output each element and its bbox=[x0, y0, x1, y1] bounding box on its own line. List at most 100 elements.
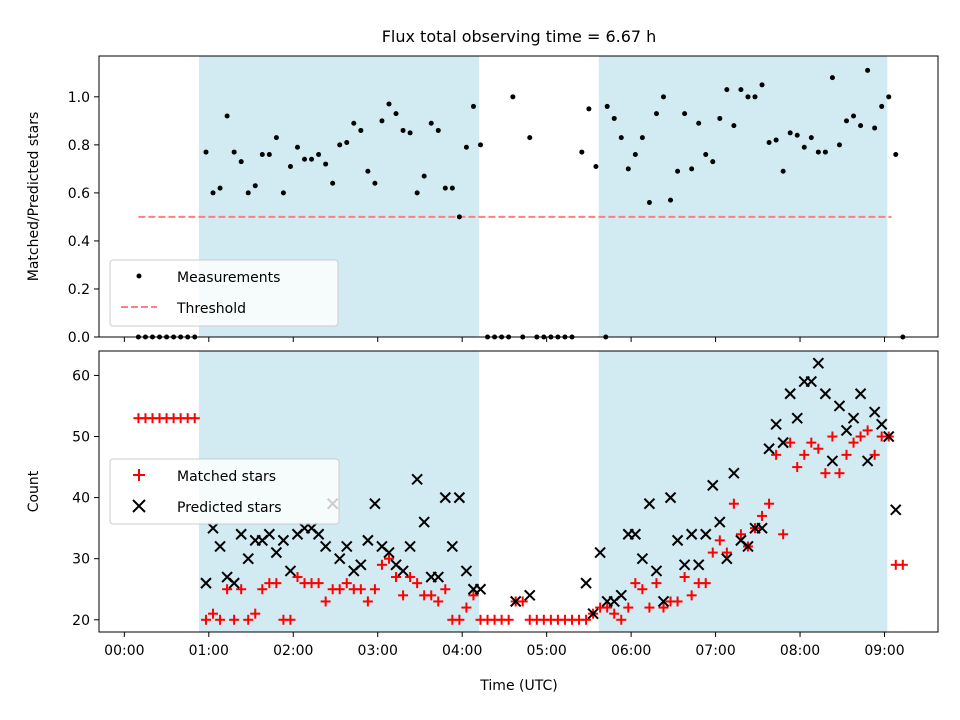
measurement-point bbox=[266, 151, 272, 157]
predicted-mark-b bbox=[383, 546, 395, 559]
predicted-star-point bbox=[509, 595, 522, 608]
legend-matched-marker bbox=[133, 469, 145, 481]
predicted-mark-b bbox=[277, 534, 290, 547]
measurement-point bbox=[210, 190, 216, 196]
predicted-mark-b bbox=[334, 552, 346, 565]
measurement-point bbox=[710, 159, 716, 165]
predicted-mark-b bbox=[376, 540, 388, 553]
measurement-point bbox=[851, 113, 857, 119]
predicted-star-point bbox=[228, 577, 240, 589]
x-tick-label: 09:00 bbox=[864, 643, 904, 659]
predicted-star-point bbox=[615, 589, 627, 602]
predicted-star-point bbox=[355, 559, 367, 571]
measurement-point bbox=[527, 135, 533, 141]
predicted-star-point bbox=[805, 375, 818, 388]
matched-star-markers bbox=[133, 413, 908, 625]
predicted-star-point bbox=[439, 491, 452, 504]
predicted-mark-b bbox=[446, 540, 459, 553]
measurement-point bbox=[477, 142, 483, 148]
matched-star-point bbox=[799, 449, 810, 460]
measurement-point bbox=[579, 149, 585, 155]
matched-star-point bbox=[285, 614, 296, 625]
predicted-star-point bbox=[700, 528, 712, 540]
measurement-point bbox=[759, 82, 765, 88]
predicted-star-point bbox=[594, 546, 606, 559]
y-tick-label: 0.0 bbox=[68, 330, 90, 346]
measurement-points bbox=[135, 67, 906, 340]
measurement-point bbox=[400, 127, 406, 133]
measurement-point bbox=[203, 149, 209, 155]
matched-star-point bbox=[820, 468, 831, 479]
predicted-mark-b bbox=[369, 498, 381, 510]
predicted-star-point bbox=[277, 534, 290, 547]
predicted-mark-b bbox=[707, 479, 719, 492]
measurement-point bbox=[259, 151, 265, 157]
x-tick-label: 04:00 bbox=[442, 643, 482, 659]
measurement-point bbox=[245, 190, 251, 196]
predicted-star-point bbox=[643, 498, 656, 510]
x-tick-label: 01:00 bbox=[189, 643, 229, 659]
predicted-mark-b bbox=[812, 357, 825, 369]
predicted-mark-b bbox=[826, 455, 839, 467]
measurement-point bbox=[886, 94, 892, 100]
predicted-mark-b bbox=[587, 607, 599, 620]
predicted-mark-b bbox=[580, 577, 592, 589]
measurement-point bbox=[872, 125, 878, 131]
predicted-star-point bbox=[861, 455, 874, 467]
predicted-star-point bbox=[714, 516, 726, 528]
measurement-point bbox=[414, 190, 420, 196]
predicted-star-point bbox=[432, 571, 444, 583]
matched-star-point bbox=[376, 559, 387, 570]
measurement-point bbox=[217, 185, 223, 191]
predicted-star-point bbox=[312, 528, 325, 540]
predicted-mark-b bbox=[312, 528, 325, 540]
matched-star-point bbox=[707, 547, 718, 558]
matched-star-point bbox=[440, 584, 451, 595]
matched-star-point bbox=[229, 614, 240, 625]
measurement-point bbox=[801, 144, 807, 150]
measurement-point bbox=[358, 127, 364, 133]
measurement-point bbox=[618, 135, 624, 141]
observing-window bbox=[598, 56, 888, 337]
chart-title: Flux total observing time = 6.67 h bbox=[382, 27, 657, 46]
predicted-mark-b bbox=[319, 540, 332, 553]
predicted-star-point bbox=[833, 400, 846, 412]
predicted-star-point bbox=[742, 540, 754, 553]
measurement-point bbox=[323, 161, 329, 167]
predicted-star-point bbox=[319, 540, 332, 553]
measurement-point bbox=[351, 120, 357, 126]
predicted-mark-b bbox=[460, 565, 473, 577]
predicted-star-point bbox=[650, 565, 663, 577]
x-tick-label: 00:00 bbox=[104, 643, 144, 659]
x-axis-label: Time (UTC) bbox=[479, 678, 557, 694]
measurement-point bbox=[780, 168, 786, 174]
y-tick-label: 30 bbox=[72, 552, 90, 568]
predicted-star-point bbox=[418, 516, 430, 528]
matched-star-point bbox=[897, 559, 908, 570]
measurement-point bbox=[586, 106, 592, 112]
measurement-point bbox=[668, 197, 674, 203]
measurement-point bbox=[435, 127, 441, 133]
matched-star-point bbox=[461, 602, 472, 613]
predicted-star-point bbox=[334, 552, 346, 565]
matched-star-point bbox=[764, 498, 775, 509]
measurement-point bbox=[224, 113, 230, 119]
y-tick-label: 0.8 bbox=[68, 138, 90, 154]
measurement-point bbox=[660, 94, 666, 100]
predicted-star-markers bbox=[200, 357, 902, 620]
predicted-mark-b bbox=[629, 528, 642, 540]
predicted-star-point bbox=[242, 552, 254, 565]
matched-star-point bbox=[405, 572, 416, 583]
matched-star-point bbox=[792, 462, 803, 473]
predicted-mark-b bbox=[390, 559, 402, 571]
y-tick-label: 20 bbox=[72, 613, 90, 629]
predicted-mark-b bbox=[883, 430, 895, 443]
predicted-star-point bbox=[728, 467, 740, 479]
predicted-mark-b bbox=[214, 540, 226, 553]
matched-star-point bbox=[454, 614, 465, 625]
measurement-point bbox=[470, 103, 476, 109]
predicted-star-point bbox=[826, 455, 839, 467]
predicted-star-point bbox=[636, 552, 649, 565]
predicted-mark-b bbox=[432, 571, 444, 583]
matched-star-point bbox=[503, 614, 514, 625]
